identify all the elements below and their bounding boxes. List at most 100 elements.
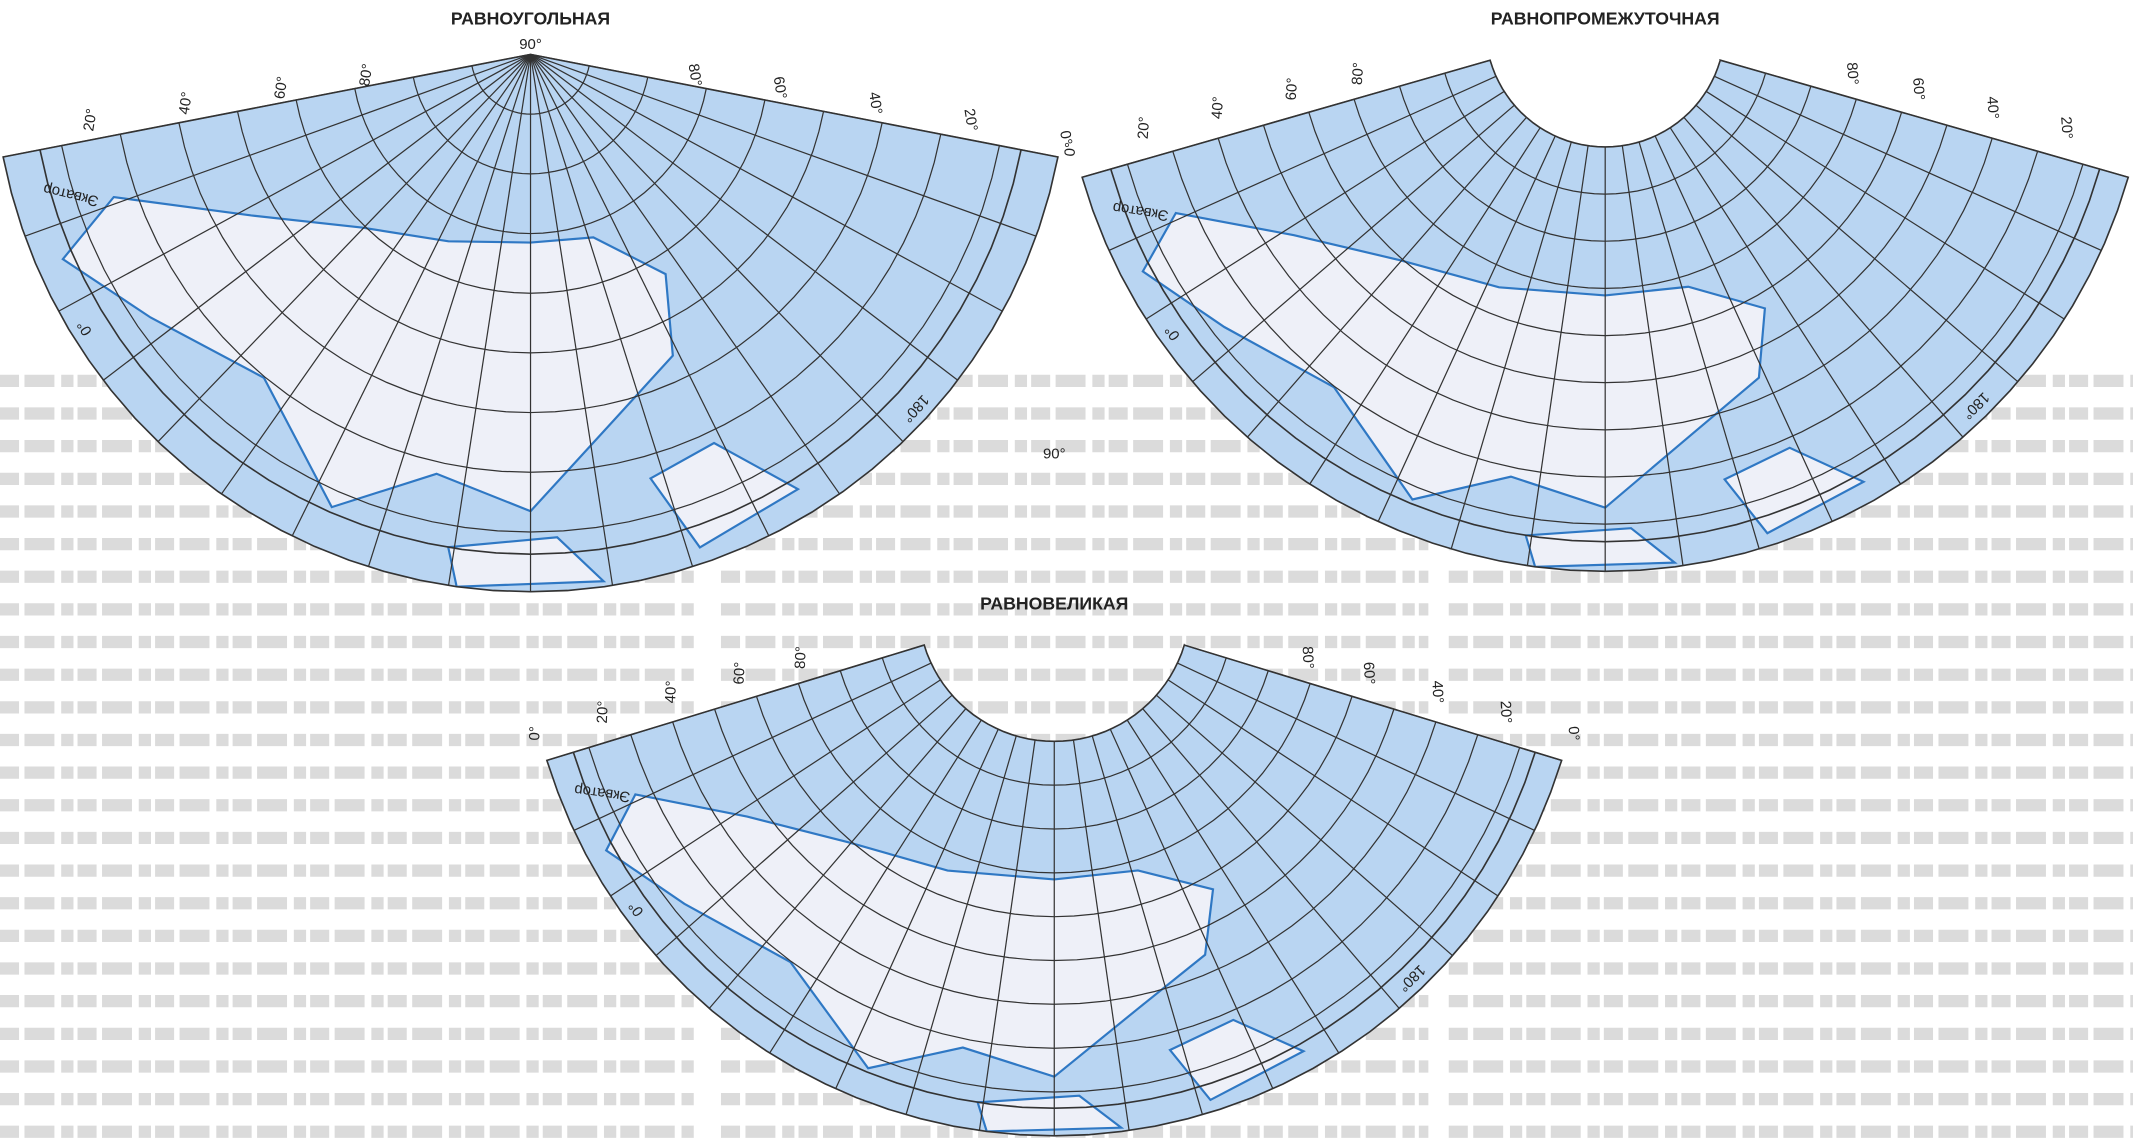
parallel: [354, 88, 707, 235]
meridian: [529, 54, 770, 537]
parallel: [1353, 98, 1857, 289]
meridian: [102, 53, 531, 381]
latitude-label: 40°: [1428, 680, 1446, 703]
land: [604, 793, 1215, 1078]
meridian: [529, 54, 694, 567]
latitude-label: 0°: [2131, 142, 2133, 157]
parallel: [755, 696, 1353, 918]
map-title: РАВНОПРОМЕЖУТОЧНАЯ: [1491, 8, 1720, 28]
meridian: [1091, 735, 1204, 1115]
parallel: [295, 99, 766, 294]
latitude-label: 60°: [271, 75, 291, 100]
parallel: [1172, 150, 2039, 478]
latitude-label: 40°: [1983, 96, 2002, 120]
latitude-label: 20°: [2057, 116, 2076, 140]
latitude-label: 60°: [1360, 661, 1378, 684]
meridian: [1145, 90, 1505, 320]
land: [1524, 527, 1678, 568]
land: [61, 195, 674, 513]
latitude-label: 60°: [1909, 77, 1928, 101]
meridian: [1246, 116, 1527, 438]
pole-label: 90°: [519, 36, 542, 53]
equator-line: [572, 752, 1536, 1110]
latitude-label: 80°: [1843, 62, 1862, 86]
parallel: [839, 670, 1269, 830]
meridian: [1155, 694, 1454, 957]
latitude-label: 20°: [80, 107, 100, 132]
equator-line: [39, 149, 1022, 555]
map-title: РАВНОУГОЛЬНАЯ: [451, 8, 610, 28]
meridian: [157, 53, 531, 443]
parallel: [412, 76, 649, 175]
latitude-label: 80°: [792, 646, 810, 669]
parallel: [1126, 163, 2084, 525]
latitude-label: 60°: [1283, 77, 1302, 101]
outline: [2, 53, 1059, 593]
parallel: [1444, 72, 1767, 195]
meridian: [573, 662, 932, 832]
map-title: РАВНОВЕЛИКАЯ: [980, 593, 1128, 613]
land: [1722, 446, 1866, 535]
latitude-label: 0°: [0, 129, 5, 146]
meridian: [530, 53, 1003, 312]
meridian: [1669, 127, 1902, 485]
equator-line: [1109, 168, 2101, 543]
meridian: [1109, 729, 1274, 1089]
parallel: [630, 734, 1479, 1049]
land: [446, 536, 607, 588]
meridian: [1192, 104, 1515, 383]
meridian: [905, 735, 1017, 1115]
meridian: [835, 729, 999, 1089]
meridian: [1167, 679, 1499, 897]
meridian: [708, 708, 967, 1009]
parallel: [1262, 124, 1948, 384]
meridian: [530, 53, 1037, 237]
latitude-label: 0°: [1565, 726, 1583, 741]
latitude-label: 20°: [1497, 700, 1515, 723]
meridian: [220, 54, 532, 495]
parallel: [236, 111, 825, 354]
parallel: [1308, 112, 1903, 337]
meridian: [1683, 116, 1964, 438]
meridian: [978, 739, 1036, 1131]
latitude-label: 80°: [356, 63, 376, 88]
land: [976, 1094, 1125, 1133]
latitude-label: 0°: [1062, 142, 1080, 157]
meridian: [1705, 90, 2065, 320]
parallel: [61, 145, 1001, 533]
parallel: [178, 122, 883, 414]
latitude-label: 40°: [1209, 96, 1228, 120]
latitude-label: 0°: [526, 726, 544, 741]
parallel: [1398, 86, 1812, 242]
latitude-label: 20°: [594, 700, 612, 723]
latitude-label: 20°: [960, 107, 980, 132]
parallel: [714, 708, 1395, 962]
latitude-label: 80°: [1299, 646, 1317, 669]
meridian: [58, 53, 531, 312]
meridian: [24, 53, 531, 237]
meridian: [1654, 135, 1833, 522]
land: [648, 441, 801, 549]
meridian: [1177, 662, 1535, 832]
meridian: [529, 54, 614, 586]
conic-projection: РАВНОВЕЛИКАЯ 0° 20° 40° 60° 80° 80° 60° 40° 20° 0°…: [526, 445, 1583, 1137]
meridian: [610, 679, 941, 897]
parallel: [588, 747, 1521, 1093]
latitude-label: 40°: [662, 680, 680, 703]
meridian: [291, 54, 532, 537]
conic-projection: РАВНОПРОМЕЖУТОЧНАЯ 0° 20° 40° 60° 80° 80° 60° 40…: [1062, 8, 2133, 573]
meridian: [1108, 75, 1497, 252]
meridian: [1638, 141, 1760, 550]
meridian: [447, 54, 532, 586]
latitude-label: 0°: [1056, 129, 1075, 146]
meridian: [1072, 739, 1130, 1131]
parallel: [797, 683, 1311, 874]
latitude-label: 80°: [1349, 62, 1368, 86]
meridian: [1695, 104, 2019, 383]
latitude-label: 60°: [770, 75, 790, 100]
meridian: [769, 719, 982, 1054]
meridian: [1377, 135, 1556, 522]
meridian: [1621, 145, 1684, 566]
meridian: [530, 54, 841, 495]
